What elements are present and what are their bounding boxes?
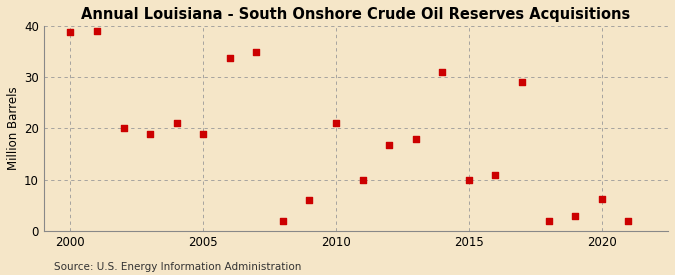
Point: [171, 121, 182, 125]
Point: [331, 121, 342, 125]
Point: [224, 56, 235, 60]
Point: [92, 29, 103, 33]
Text: Source: U.S. Energy Information Administration: Source: U.S. Energy Information Administ…: [54, 262, 301, 272]
Point: [596, 197, 607, 201]
Point: [623, 219, 634, 223]
Point: [304, 197, 315, 202]
Title: Annual Louisiana - South Onshore Crude Oil Reserves Acquisitions: Annual Louisiana - South Onshore Crude O…: [81, 7, 630, 22]
Point: [464, 178, 475, 182]
Point: [277, 219, 288, 223]
Y-axis label: Million Barrels: Million Barrels: [7, 87, 20, 170]
Point: [543, 219, 554, 223]
Point: [437, 70, 448, 74]
Point: [516, 80, 527, 84]
Point: [357, 177, 368, 182]
Point: [570, 213, 580, 218]
Point: [490, 172, 501, 177]
Point: [65, 30, 76, 34]
Point: [198, 131, 209, 136]
Point: [410, 136, 421, 141]
Point: [118, 126, 129, 130]
Point: [144, 132, 155, 136]
Point: [384, 143, 395, 147]
Point: [251, 49, 262, 54]
